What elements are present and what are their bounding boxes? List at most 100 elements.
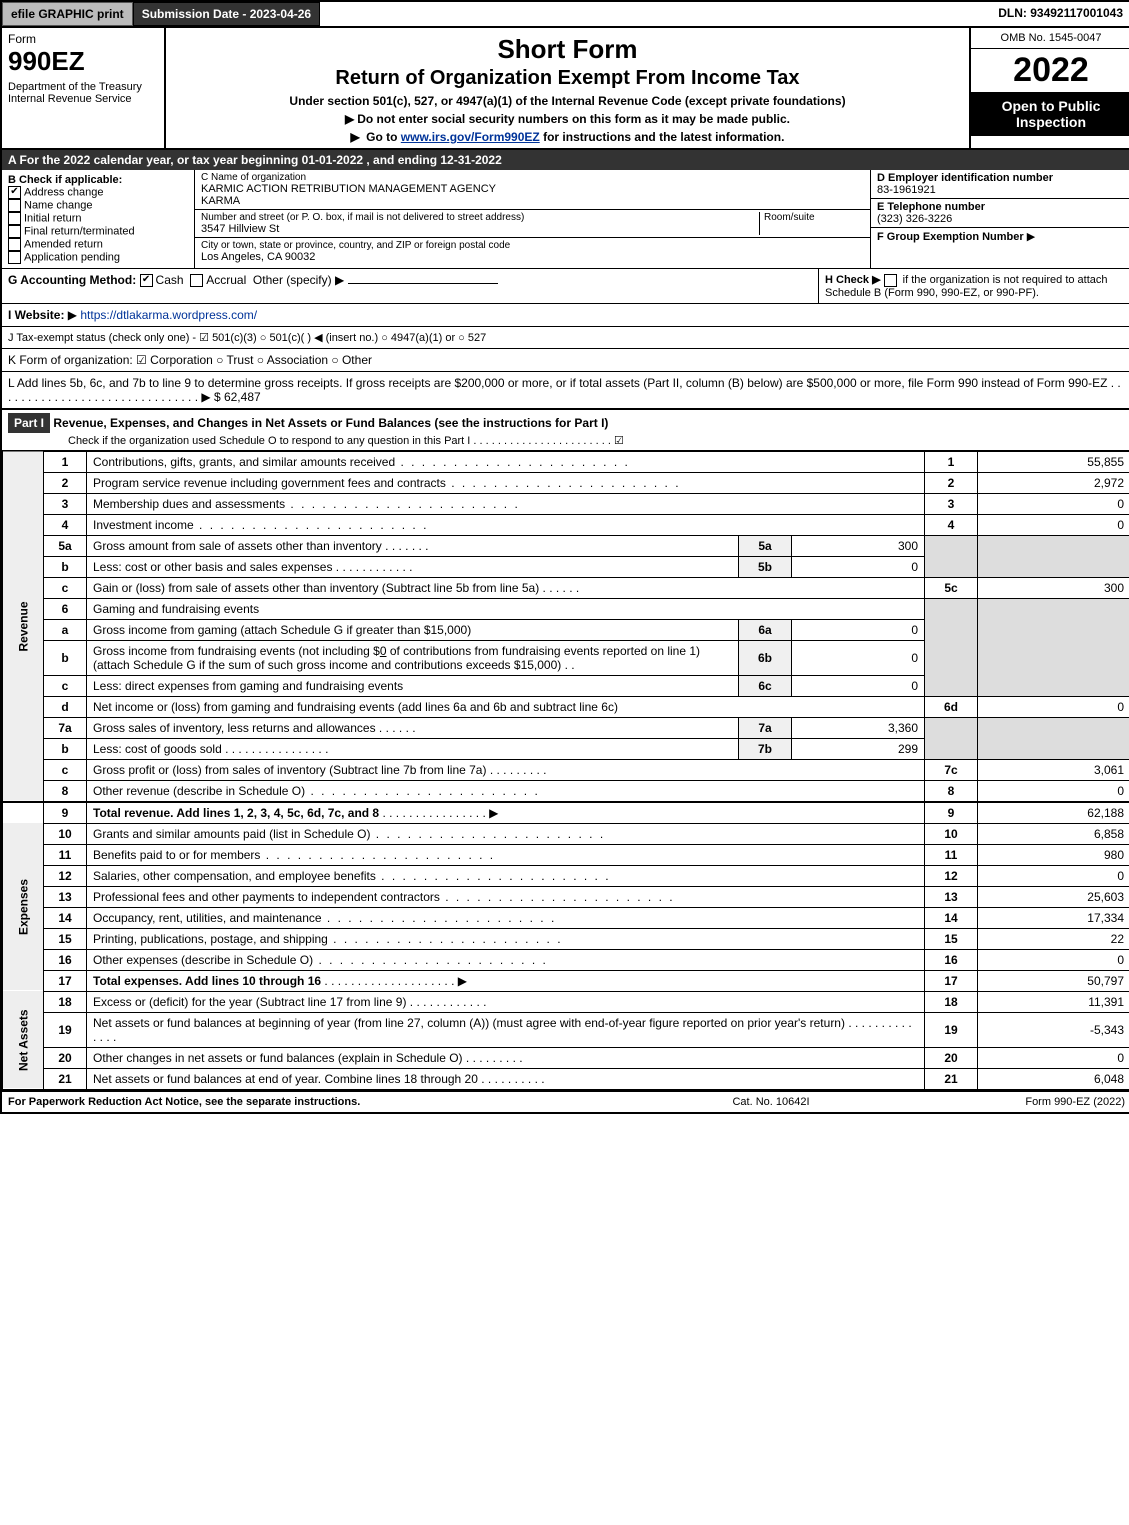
l9-linecol: 9	[925, 802, 978, 824]
cash-label: Cash	[156, 273, 184, 287]
l11-linecol: 11	[925, 844, 978, 865]
chk-accrual[interactable]	[190, 274, 203, 287]
chk-schedule-b[interactable]	[884, 274, 897, 287]
revenue-sidelabel: Revenue	[3, 451, 44, 802]
row-j-tax-exempt: J Tax-exempt status (check only one) - ☑…	[2, 327, 1129, 349]
l17-desc: Total expenses. Add lines 10 through 16 …	[87, 970, 925, 991]
spacer	[320, 2, 990, 26]
l5b-num: b	[44, 556, 87, 577]
irs-link[interactable]: www.irs.gov/Form990EZ	[401, 130, 540, 144]
part-i-check: Check if the organization used Schedule …	[68, 435, 624, 447]
l5ab-graycol	[978, 535, 1129, 577]
row-h-schedule-b: H Check ▶ if the organization is not req…	[818, 269, 1129, 303]
grp-arrow-icon: ▶	[1027, 231, 1035, 243]
block-bcdef: B Check if applicable: Address change Na…	[2, 170, 1129, 269]
l18-desc: Excess or (deficit) for the year (Subtra…	[87, 991, 925, 1012]
city-state-zip: Los Angeles, CA 90032	[201, 251, 864, 263]
l6c-num: c	[44, 675, 87, 696]
form-990ez-page: efile GRAPHIC print Submission Date - 20…	[0, 0, 1129, 1114]
l5c-linecol: 5c	[925, 577, 978, 598]
chk-name-change[interactable]: Name change	[8, 199, 188, 212]
l10-amt: 6,858	[978, 823, 1129, 844]
l6-desc: Gaming and fundraising events	[87, 598, 925, 619]
note-ssn: Do not enter social security numbers on …	[174, 112, 961, 126]
c-label: C Name of organization	[201, 172, 864, 183]
chk-address-change[interactable]: Address change	[8, 186, 188, 199]
l1-num: 1	[44, 451, 87, 472]
l6c-subval: 0	[792, 675, 925, 696]
l13-linecol: 13	[925, 886, 978, 907]
l16-amt: 0	[978, 949, 1129, 970]
l13-desc: Professional fees and other payments to …	[87, 886, 925, 907]
l6b-subnum: 6b	[739, 640, 792, 675]
chk-application-pending[interactable]: Application pending	[8, 251, 188, 264]
h-label: H Check ▶	[825, 274, 881, 286]
row-k-form-org: K Form of organization: ☑ Corporation ○ …	[2, 349, 1129, 372]
other-specify-input[interactable]	[348, 283, 498, 284]
l17-linecol: 17	[925, 970, 978, 991]
chk-final-return[interactable]: Final return/terminated	[8, 225, 188, 238]
l20-desc: Other changes in net assets or fund bala…	[87, 1047, 925, 1068]
grp-label: F Group Exemption Number	[877, 231, 1024, 243]
l19-linecol: 19	[925, 1012, 978, 1047]
l17-amt: 50,797	[978, 970, 1129, 991]
l4-amt: 0	[978, 514, 1129, 535]
goto-pre: Go to	[366, 130, 401, 144]
l21-amt: 6,048	[978, 1068, 1129, 1089]
row-g-accounting: G Accounting Method: Cash Accrual Other …	[2, 269, 818, 303]
l7c-num: c	[44, 759, 87, 780]
form-number: 990EZ	[8, 46, 158, 77]
b-label: B Check if applicable:	[8, 174, 188, 186]
l12-amt: 0	[978, 865, 1129, 886]
goto-post: for instructions and the latest informat…	[543, 130, 784, 144]
l5b-subval: 0	[792, 556, 925, 577]
l5c-amt: 300	[978, 577, 1129, 598]
footer-formno: Form 990-EZ (2022)	[1025, 1096, 1125, 1108]
arrow-icon	[351, 130, 363, 144]
l16-linecol: 16	[925, 949, 978, 970]
ein-label: D Employer identification number	[877, 172, 1053, 184]
l7a-num: 7a	[44, 717, 87, 738]
submission-date-button[interactable]: Submission Date - 2023-04-26	[133, 2, 320, 26]
l14-desc: Occupancy, rent, utilities, and maintena…	[87, 907, 925, 928]
l7b-desc: Less: cost of goods sold . . . . . . . .…	[87, 738, 739, 759]
row-l-gross-receipts: L Add lines 5b, 6c, and 7b to line 9 to …	[2, 372, 1129, 409]
l10-linecol: 10	[925, 823, 978, 844]
efile-print-button[interactable]: efile GRAPHIC print	[2, 2, 133, 26]
col-c-org-info: C Name of organization KARMIC ACTION RET…	[195, 170, 870, 268]
l7a-desc: Gross sales of inventory, less returns a…	[87, 717, 739, 738]
l12-linecol: 12	[925, 865, 978, 886]
part-i-title: Revenue, Expenses, and Changes in Net As…	[53, 416, 608, 430]
part-i-header: Part I Revenue, Expenses, and Changes in…	[2, 409, 1129, 451]
l7c-amt: 3,061	[978, 759, 1129, 780]
footer-catno: Cat. No. 10642I	[517, 1096, 1026, 1108]
l5b-subnum: 5b	[739, 556, 792, 577]
l12-num: 12	[44, 865, 87, 886]
l6b-num: b	[44, 640, 87, 675]
l10-num: 10	[44, 823, 87, 844]
l15-amt: 22	[978, 928, 1129, 949]
l5b-desc: Less: cost or other basis and sales expe…	[87, 556, 739, 577]
header-mid: Short Form Return of Organization Exempt…	[166, 28, 969, 148]
g-label: G Accounting Method:	[8, 273, 136, 287]
chk-cash[interactable]	[140, 274, 153, 287]
l11-amt: 980	[978, 844, 1129, 865]
l6a-subval: 0	[792, 619, 925, 640]
l13-amt: 25,603	[978, 886, 1129, 907]
l19-num: 19	[44, 1012, 87, 1047]
website-link[interactable]: https://dtlakarma.wordpress.com/	[80, 308, 257, 322]
chk-amended-return[interactable]: Amended return	[8, 238, 188, 251]
part-i-table: Revenue 1 Contributions, gifts, grants, …	[2, 451, 1129, 1090]
chk-initial-return[interactable]: Initial return	[8, 212, 188, 225]
org-name-2: KARMA	[201, 195, 864, 207]
l9-amt: 62,188	[978, 802, 1129, 824]
l15-num: 15	[44, 928, 87, 949]
l14-amt: 17,334	[978, 907, 1129, 928]
l7c-desc: Gross profit or (loss) from sales of inv…	[87, 759, 925, 780]
l7b-subval: 299	[792, 738, 925, 759]
l6d-desc: Net income or (loss) from gaming and fun…	[87, 696, 925, 717]
tel-row: E Telephone number (323) 326-3226	[871, 199, 1129, 228]
department-label: Department of the Treasury Internal Reve…	[8, 81, 158, 105]
l6b-desc: Gross income from fundraising events (no…	[87, 640, 739, 675]
header-right: OMB No. 1545-0047 2022 Open to Public In…	[969, 28, 1129, 148]
